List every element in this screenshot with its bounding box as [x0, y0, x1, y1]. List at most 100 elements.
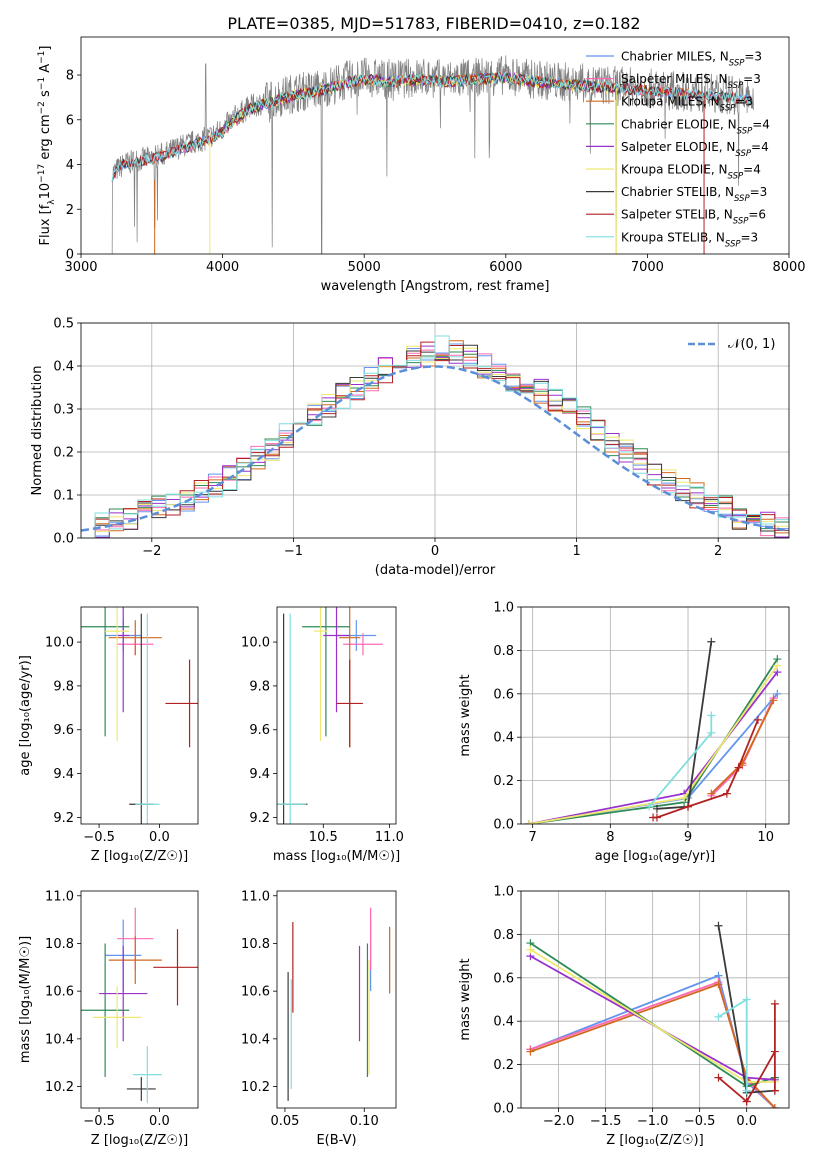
gaussian-curve	[81, 365, 789, 532]
y-tick-label: 0.8	[493, 644, 514, 659]
y-tick-label: 0.2	[493, 774, 514, 789]
y-tick-label: 11.0	[241, 889, 270, 904]
errorbar-point	[323, 607, 350, 713]
legend-entry: Chabrier ELODIE, NSSP=4	[621, 117, 770, 136]
plot-area	[81, 335, 789, 538]
weight-marker	[770, 1086, 779, 1095]
axes-frame	[276, 606, 397, 825]
errorbar-point	[153, 929, 198, 1006]
model-line-kroupa-stelib	[111, 71, 753, 182]
x-tick-label: 2	[714, 544, 722, 559]
x-tick-label: 0.10	[350, 1114, 379, 1129]
plot-area	[81, 907, 198, 1104]
y-tick-label: 0.2	[53, 446, 74, 461]
errorbar-point	[132, 1046, 162, 1104]
x-axis-label: wavelength [Angstrom, rest frame]	[321, 279, 550, 294]
y-tick-label: 10.4	[241, 1032, 270, 1047]
plot-area	[524, 637, 782, 824]
x-tick-label: 5000	[348, 260, 381, 275]
panels: 3000 4000 5000 6000 7000 8000 0 2 4 6 8 wavelength …	[18, 36, 806, 1148]
weight-vs-age-panel: 7 8 9 10 0.0 0.2 0.4 0.6 0.8 1.0 age [log₁₀(age/yr…	[458, 601, 790, 864]
weight-marker	[773, 661, 782, 670]
y-tick-label: 9.4	[53, 767, 74, 782]
weight-marker	[707, 711, 716, 720]
x-axis-label: (data-model)/error	[375, 563, 496, 578]
weight-marker	[753, 715, 762, 724]
plot-area	[277, 607, 383, 824]
x-axis-label: Z [log₁₀(Z/Z☉)]	[91, 1133, 188, 1148]
errorbar-point	[105, 607, 130, 741]
legend-entry: 𝒩(0, 1)	[728, 337, 775, 352]
y-axis-label: Normed distribution	[30, 366, 45, 496]
plot-area	[81, 607, 198, 824]
errorbar-point	[165, 659, 198, 748]
y-tick-label: 4	[66, 158, 74, 173]
y-tick-label: 2	[66, 203, 74, 218]
x-axis-label: Z [log₁₀(Z/Z☉)]	[606, 1133, 703, 1148]
x-tick-label: 10.5	[309, 830, 338, 845]
y-tick-label: 0.0	[493, 1102, 514, 1117]
weight-marker	[773, 689, 782, 698]
weight-marker	[742, 1086, 751, 1095]
plot-area	[526, 921, 779, 1108]
weight-marker	[526, 1047, 535, 1056]
y-tick-label: 0.2	[493, 1058, 514, 1073]
weight-marker	[707, 728, 716, 737]
errorbar-point	[117, 607, 130, 713]
y-tick-label: 10.0	[45, 636, 74, 651]
y-tick-label: 9.2	[53, 811, 74, 826]
spectrum-legend: Chabrier MILES, NSSP=3 Salpeter MILES, NS…	[586, 50, 770, 249]
x-tick-label: 11.0	[375, 830, 404, 845]
y-tick-label: 0.0	[53, 532, 74, 547]
errorbar-point	[108, 936, 162, 984]
x-tick-label: 7	[529, 830, 537, 845]
x-tick-label: −1	[284, 544, 303, 559]
weight-marker	[714, 1073, 723, 1082]
weight-marker	[770, 1104, 779, 1108]
axes-frame	[80, 322, 790, 539]
x-tick-label: 4000	[206, 260, 239, 275]
x-tick-label: 0.0	[736, 1114, 757, 1129]
weight-marker	[769, 696, 778, 705]
y-tick-label: 0.6	[493, 687, 514, 702]
x-tick-label: 0.0	[149, 1114, 170, 1129]
x-tick-label: −2.0	[543, 1114, 575, 1129]
y-tick-label: 10.4	[45, 1032, 74, 1047]
axes-frame	[276, 890, 397, 1109]
x-axis-label: E(B-V)	[316, 1133, 356, 1148]
errorbar-point	[314, 607, 328, 741]
age-vs-z-panel: −0.5 0.0 9.2 9.4 9.6 9.8 10.0 Z [log₁₀(Z/Z☉)] ag…	[18, 606, 199, 864]
weight-marker	[714, 1012, 723, 1021]
y-tick-label: 1.0	[493, 601, 514, 616]
y-tick-label: 6	[66, 113, 74, 128]
y-tick-label: 10.0	[241, 636, 270, 651]
x-tick-label: 9	[684, 830, 692, 845]
y-tick-label: 1.0	[493, 885, 514, 900]
mass-vs-ebv-panel: 0.05 0.10 10.2 10.4 10.6 10.8 11.0 E(B-V)	[241, 889, 397, 1148]
legend-entry: Kroupa ELODIE, NSSP=4	[621, 163, 761, 182]
x-tick-label: 7000	[631, 260, 664, 275]
figure-title: PLATE=0385, MJD=51783, FIBERID=0410, z=0…	[227, 14, 640, 33]
x-tick-label: 1	[572, 544, 580, 559]
axes-frame	[80, 890, 199, 1109]
x-tick-label: 8	[606, 830, 614, 845]
legend-entry: Salpeter STELIB, NSSP=6	[621, 208, 766, 227]
x-axis-label: age [log₁₀(age/yr)]	[595, 849, 716, 864]
x-tick-label: −2	[142, 544, 161, 559]
errorbar-point	[126, 1077, 156, 1101]
weight-marker	[714, 921, 723, 930]
weight-marker	[722, 789, 731, 798]
x-axis-label: Z [log₁₀(Z/Z☉)]	[91, 849, 188, 864]
y-axis-label: mass [log₁₀(M/M☉)]	[18, 936, 33, 1063]
axes-frame	[520, 606, 790, 825]
y-tick-label: 10.2	[241, 1080, 270, 1095]
x-tick-label: 8000	[772, 260, 805, 275]
weight-marker	[680, 793, 689, 802]
y-tick-label: 0.3	[53, 403, 74, 418]
mass-vs-z-panel: −0.5 0.0 10.2 10.4 10.6 10.8 11.0 Z [log₁₀(Z/Z☉…	[18, 889, 199, 1148]
legend-entry: Salpeter MILES, NSSP=3	[621, 72, 761, 91]
y-tick-label: 0	[66, 248, 74, 263]
weight-vs-z-panel: −2.0 −1.5 −1.0 −0.5 0.0 0.0 0.2 0.4 0.6 0.8 1.0 Z […	[458, 885, 790, 1148]
y-tick-label: 9.6	[249, 723, 270, 738]
x-tick-label: −1.5	[590, 1114, 622, 1129]
